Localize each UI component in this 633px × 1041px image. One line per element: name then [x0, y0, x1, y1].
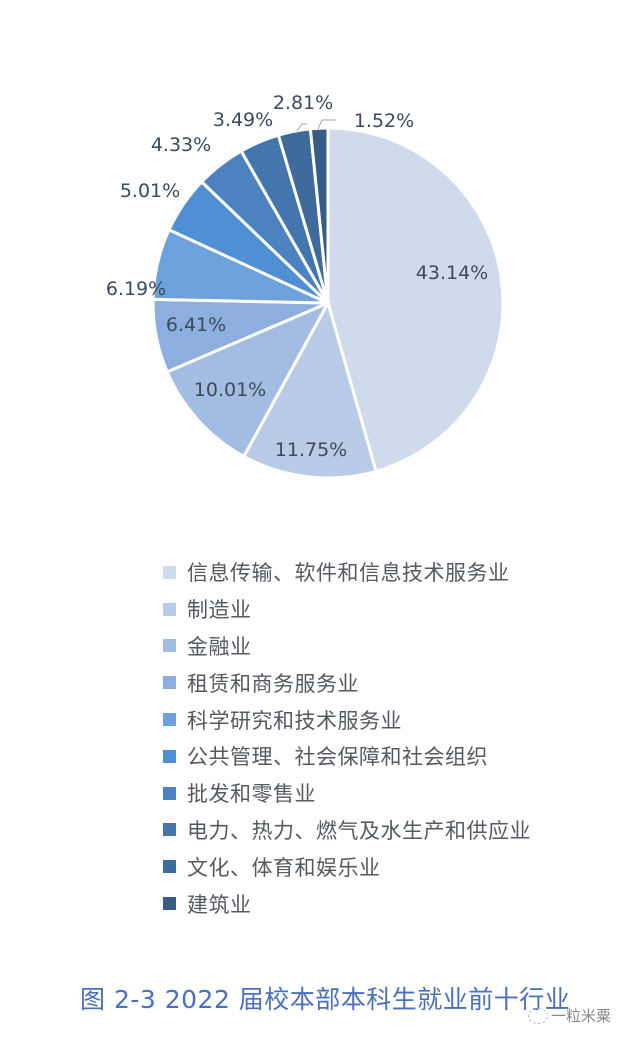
pie-slices — [151, 126, 505, 480]
legend-label: 电力、热力、燃气及水生产和供应业 — [187, 818, 531, 843]
pie-slice — [326, 126, 505, 474]
legend-item: 信息传输、软件和信息技术服务业 — [163, 554, 531, 591]
legend-swatch — [163, 602, 176, 616]
legend-item: 公共管理、社会保障和社会组织 — [163, 738, 531, 775]
leader-lines — [296, 119, 336, 132]
legend-label: 建筑业 — [187, 892, 252, 917]
slice-label: 2.81% — [272, 92, 334, 114]
slice-label: 1.52% — [353, 110, 415, 132]
slice-label: 6.19% — [105, 278, 167, 300]
slice-label: 4.33% — [150, 134, 212, 156]
legend-item: 金融业 — [163, 628, 531, 665]
legend-swatch — [163, 639, 176, 653]
pie-slice — [308, 126, 330, 304]
slice-label: 11.75% — [274, 439, 348, 461]
legend-swatch — [163, 565, 176, 579]
legend-swatch — [163, 897, 176, 911]
legend-item: 制造业 — [163, 591, 531, 628]
legend-label: 信息传输、软件和信息技术服务业 — [187, 561, 510, 586]
pie-slice — [165, 299, 332, 459]
legend-swatch — [163, 713, 176, 727]
legend-item: 建筑业 — [163, 885, 531, 922]
figure-caption: 图 2-3 2022 届校本部本科生就业前十行业 — [80, 985, 571, 1014]
legend: 信息传输、软件和信息技术服务业 制造业金融业租赁和商务服务业科学研究和技术服务业公… — [163, 554, 531, 922]
legend-swatch — [163, 823, 176, 837]
legend-label: 制造业 — [187, 598, 252, 623]
legend-item: 批发和零售业 — [163, 775, 531, 812]
legend-label: 金融业 — [187, 634, 252, 659]
pie-slice — [241, 299, 378, 480]
legend-item: 科学研究和技术服务业 — [163, 701, 531, 738]
legend-swatch — [163, 749, 176, 763]
legend-label: 批发和零售业 — [187, 782, 316, 807]
legend-label: 租赁和商务服务业 — [187, 671, 359, 696]
legend-label: 公共管理、社会保障和社会组织 — [187, 745, 488, 770]
watermark-text: 一粒米粟 — [551, 1007, 612, 1025]
legend-item: 租赁和商务服务业 — [163, 664, 531, 701]
legend-swatch — [163, 786, 176, 800]
legend-item: 文化、体育和娱乐业 — [163, 848, 531, 885]
legend-item: 电力、热力、燃气及水生产和供应业 — [163, 812, 531, 849]
legend-label: 科学研究和技术服务业 — [187, 708, 402, 733]
wechat-icon — [528, 1007, 548, 1024]
slice-label: 3.49% — [212, 109, 274, 131]
slice-label: 5.01% — [119, 180, 181, 202]
slice-label: 43.14% — [415, 262, 489, 284]
legend-swatch — [163, 860, 176, 874]
legend-swatch — [163, 676, 176, 690]
slice-label: 6.41% — [165, 314, 227, 336]
pie-chart — [151, 119, 505, 480]
legend-label: 文化、体育和娱乐业 — [187, 855, 381, 880]
watermark: 一粒米粟 — [528, 1005, 611, 1026]
slice-label: 10.01% — [193, 379, 267, 401]
